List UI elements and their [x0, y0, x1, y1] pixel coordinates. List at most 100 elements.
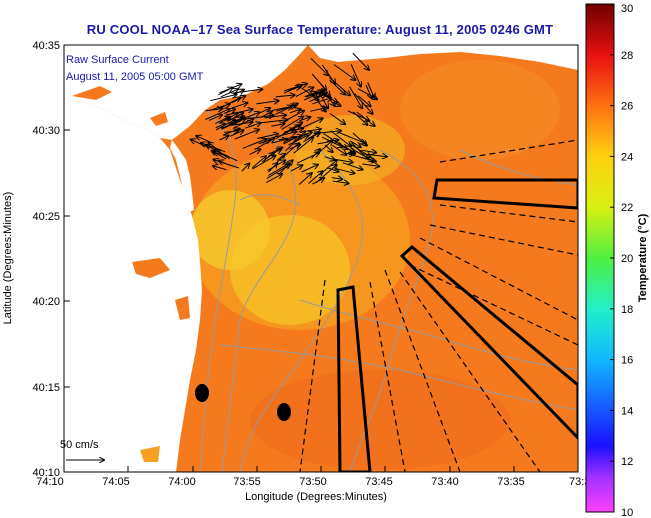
- current-vector-arrow: [231, 96, 246, 104]
- current-vector-arrow: [324, 144, 333, 152]
- y-tick-label: 40:20: [32, 296, 60, 308]
- sst-patch-ne: [400, 60, 560, 160]
- current-vector-arrow: [352, 52, 369, 70]
- current-vector-arrow: [365, 84, 372, 98]
- current-vector-arrow: [215, 124, 225, 128]
- current-vector-arrow: [215, 150, 238, 162]
- land-new-jersey-coast: [64, 100, 202, 472]
- current-vector-arrow: [347, 110, 369, 121]
- bay-water-speck-2: [150, 112, 168, 126]
- x-tick-label: 74:00: [168, 476, 196, 488]
- current-vector-arrow: [259, 108, 270, 114]
- x-tick-label: 73:3: [569, 476, 590, 488]
- current-vector-arrow: [234, 130, 259, 140]
- current-vector-arrow: [196, 136, 210, 143]
- current-vector-arrow: [308, 171, 323, 184]
- current-vector-arrow: [349, 147, 373, 161]
- current-vector-arrow: [219, 117, 230, 124]
- current-vector-arrow: [354, 93, 373, 114]
- surface-current-vectors: [191, 52, 387, 185]
- current-vector-arrow: [261, 120, 287, 123]
- current-vector-arrow: [278, 136, 302, 141]
- current-vector-arrow: [352, 132, 367, 146]
- x-tick-label: 74:10: [36, 476, 64, 488]
- sst-cool-patch-2: [190, 190, 270, 270]
- current-vector-arrow: [213, 160, 240, 169]
- current-vector-arrow: [298, 173, 312, 185]
- current-vector-arrow: [293, 137, 313, 154]
- current-vector-arrow: [219, 136, 229, 140]
- current-vector-arrow: [343, 153, 354, 154]
- colorbar-label: Temperature (°C): [637, 213, 649, 302]
- y-axis: 40:35 40:30 40:25 40:20 40:15 40:10 Lati…: [2, 40, 70, 479]
- current-vector-arrow: [215, 120, 235, 131]
- current-vector-arrow: [361, 150, 377, 152]
- buoy-marker-east: [277, 403, 291, 421]
- y-tick-label: 40:35: [32, 40, 60, 52]
- y-tick-label: 40:25: [32, 211, 60, 223]
- coastal-water-speck: [132, 258, 170, 278]
- current-vector-arrow: [276, 154, 285, 161]
- y-tick-label: 40:30: [32, 125, 60, 137]
- current-vector-arrow: [249, 149, 261, 155]
- current-vector-arrow: [301, 165, 319, 173]
- current-vector-arrow: [218, 88, 232, 96]
- land-long-island: [308, 45, 578, 70]
- current-vector-arrow: [205, 109, 223, 111]
- annotation-line-1: Raw Surface Current: [66, 54, 169, 66]
- current-vector-arrow: [269, 147, 283, 155]
- current-vector-arrow: [213, 166, 227, 171]
- current-vector-arrow: [357, 95, 370, 106]
- y-tick-label: 40:10: [32, 467, 60, 479]
- x-axis-label: Longitude (Degrees:Minutes): [245, 491, 387, 503]
- coastal-water-speck-3: [140, 446, 160, 462]
- current-vector-arrow: [290, 165, 303, 172]
- current-vector-arrow: [296, 153, 319, 164]
- current-vector-arrow: [299, 117, 310, 121]
- current-vector-arrow: [268, 163, 277, 173]
- coastal-water-speck-2: [175, 296, 190, 320]
- current-vector-arrow: [233, 119, 254, 129]
- current-vector-arrow: [295, 87, 314, 97]
- x-tick-label: 73:40: [431, 476, 459, 488]
- current-vector-arrow: [220, 89, 238, 98]
- current-vector-arrow: [260, 111, 272, 118]
- current-vector-arrow: [241, 164, 250, 172]
- y-tick-label: 40:15: [32, 382, 60, 394]
- current-vector-arrow: [348, 142, 370, 157]
- current-vector-arrow: [251, 156, 266, 169]
- colorbar-tick-label: 16: [621, 355, 633, 367]
- current-vector-arrow: [310, 57, 328, 75]
- current-vector-arrow: [271, 124, 284, 127]
- x-tick-label: 73:50: [299, 476, 327, 488]
- current-vector-arrow: [319, 94, 328, 109]
- current-vector-arrow: [321, 64, 335, 84]
- current-vector-arrow: [329, 113, 345, 125]
- sst-patch-s: [250, 370, 510, 470]
- x-tick-label: 73:35: [497, 476, 525, 488]
- current-vector-arrow: [333, 64, 355, 80]
- colorbar-tick-label: 14: [621, 405, 633, 417]
- current-vector-arrow: [284, 129, 295, 132]
- current-vector-arrow: [342, 162, 363, 170]
- current-vector-arrow: [362, 164, 380, 166]
- current-vector-arrow: [223, 129, 240, 136]
- current-vector-arrow: [268, 163, 290, 176]
- current-vector-arrow: [284, 131, 305, 152]
- current-vector-arrow: [264, 115, 286, 118]
- current-vector-arrow: [256, 101, 278, 104]
- land-raritan-bay-shore: [64, 45, 308, 140]
- current-vector-arrow: [312, 98, 332, 105]
- current-vector-arrow: [337, 131, 365, 143]
- colorbar-tick-label: 10: [621, 507, 633, 518]
- current-vector-arrow: [242, 139, 266, 149]
- current-vector-arrow: [311, 73, 326, 90]
- current-vector-arrow: [284, 84, 307, 92]
- colorbar-tick-label: 18: [621, 304, 633, 316]
- colorbar-tick-label: 26: [621, 101, 633, 113]
- annotation-line-2: August 11, 2005 05:00 GMT: [66, 71, 204, 83]
- colorbar-tick-label: 24: [621, 151, 633, 163]
- colorbar-tick-label: 28: [621, 50, 633, 62]
- current-vector-arrow: [208, 115, 222, 121]
